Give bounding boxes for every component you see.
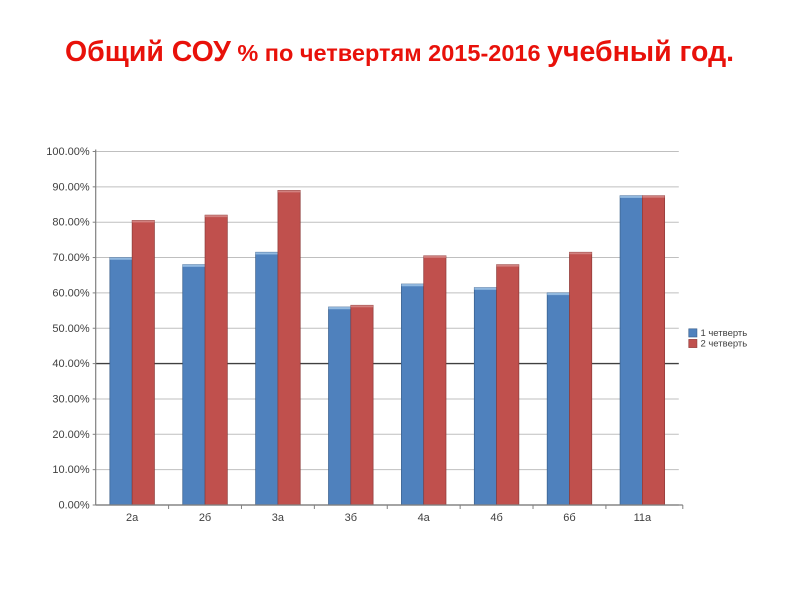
svg-text:70.00%: 70.00%: [52, 252, 90, 264]
svg-text:0.00%: 0.00%: [58, 500, 89, 512]
svg-text:60.00%: 60.00%: [52, 287, 90, 299]
svg-text:2 четверть: 2 четверть: [700, 339, 747, 350]
svg-text:2а: 2а: [126, 512, 139, 524]
svg-text:1 четверть: 1 четверть: [700, 328, 747, 339]
svg-text:4б: 4б: [490, 512, 502, 524]
svg-text:3а: 3а: [272, 512, 285, 524]
svg-text:30.00%: 30.00%: [52, 393, 90, 405]
svg-text:20.00%: 20.00%: [52, 429, 90, 441]
svg-text:11а: 11а: [634, 512, 652, 524]
svg-text:3б: 3б: [345, 512, 357, 524]
svg-text:80.00%: 80.00%: [52, 217, 90, 229]
svg-text:10.00%: 10.00%: [52, 464, 90, 476]
svg-text:90.00%: 90.00%: [52, 181, 90, 193]
svg-text:40.00%: 40.00%: [52, 358, 90, 370]
svg-text:2б: 2б: [199, 512, 211, 524]
svg-text:50.00%: 50.00%: [52, 323, 90, 335]
svg-text:4а: 4а: [418, 512, 431, 524]
svg-text:100.00%: 100.00%: [46, 146, 90, 158]
svg-text:6б: 6б: [563, 512, 575, 524]
